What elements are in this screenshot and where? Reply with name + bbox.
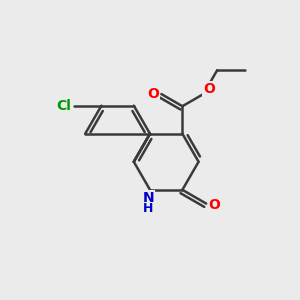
Text: O: O [208,198,220,212]
Text: H: H [143,202,154,215]
Text: O: O [203,82,215,96]
Text: N: N [143,191,154,205]
Text: Cl: Cl [56,99,71,113]
Text: O: O [147,87,159,101]
